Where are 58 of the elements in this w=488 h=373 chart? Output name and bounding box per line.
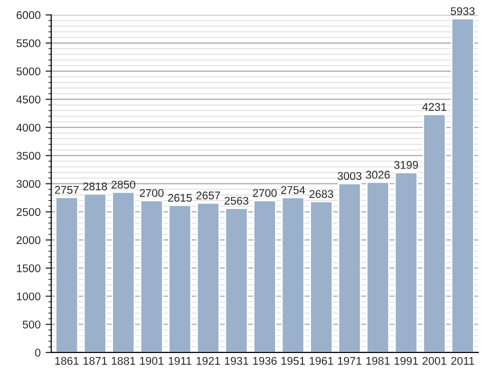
bar — [112, 191, 136, 352]
data-label: 5933 — [450, 7, 475, 16]
x-tick-label: 1971 — [338, 356, 362, 365]
data-label: 2657 — [196, 192, 220, 200]
x-tick-label: 1961 — [310, 356, 334, 365]
y-tick-label: 1500 — [16, 264, 40, 272]
x-tick-label: 1951 — [282, 356, 305, 365]
y-tick-label: 4000 — [16, 124, 40, 132]
x-tick-label: 1881 — [112, 356, 136, 365]
bar — [450, 18, 474, 352]
data-label: 2700 — [252, 189, 277, 197]
bar — [224, 208, 248, 352]
y-tick-label: 3500 — [16, 152, 40, 160]
x-tick-label: 1901 — [140, 356, 164, 365]
bar — [55, 196, 79, 352]
x-tick-label: 1981 — [366, 356, 390, 365]
data-label: 3026 — [366, 170, 390, 179]
bar — [394, 172, 418, 352]
x-tick-label: 1991 — [394, 356, 418, 365]
y-tick-label: 6000 — [16, 11, 40, 20]
y-tick-label: 2000 — [16, 236, 40, 244]
data-label: 2818 — [83, 182, 107, 190]
x-tick-label: 1911 — [168, 356, 192, 365]
bar — [338, 182, 362, 352]
y-tick-label: 4500 — [16, 96, 40, 104]
bar — [253, 200, 276, 352]
bar — [196, 202, 220, 352]
data-label: 2563 — [224, 196, 248, 205]
y-tick-label: 2500 — [16, 208, 40, 216]
data-label: 2754 — [281, 186, 306, 194]
bar — [83, 193, 107, 352]
data-label: 3199 — [394, 161, 418, 169]
data-label: 2757 — [54, 186, 79, 194]
bar — [281, 196, 305, 352]
x-tick-label: 1861 — [55, 356, 79, 365]
data-label: 4231 — [422, 102, 446, 111]
bar — [422, 114, 446, 352]
x-tick-label: 1921 — [196, 356, 220, 365]
data-label: 3003 — [338, 172, 362, 180]
y-tick-label: 5000 — [16, 67, 40, 76]
data-label: 2615 — [168, 194, 192, 202]
data-label: 2700 — [140, 189, 164, 197]
bar — [366, 182, 390, 352]
x-tick-label: 1871 — [84, 356, 107, 365]
bar — [168, 204, 192, 352]
x-tick-label: 2001 — [422, 356, 446, 365]
y-tick-label: 3000 — [16, 180, 40, 188]
data-label: 2850 — [112, 180, 136, 189]
y-tick-label: 5500 — [16, 39, 40, 48]
bar — [140, 200, 164, 352]
bar — [310, 200, 334, 352]
data-label: 2683 — [310, 190, 334, 198]
x-tick-label: 2011 — [451, 356, 474, 365]
x-tick-label: 1936 — [253, 356, 277, 365]
x-tick-label: 1931 — [224, 356, 248, 365]
y-tick-label: 1000 — [16, 292, 40, 300]
y-tick-label: 500 — [22, 320, 40, 328]
y-tick-label: 0 — [35, 348, 40, 357]
